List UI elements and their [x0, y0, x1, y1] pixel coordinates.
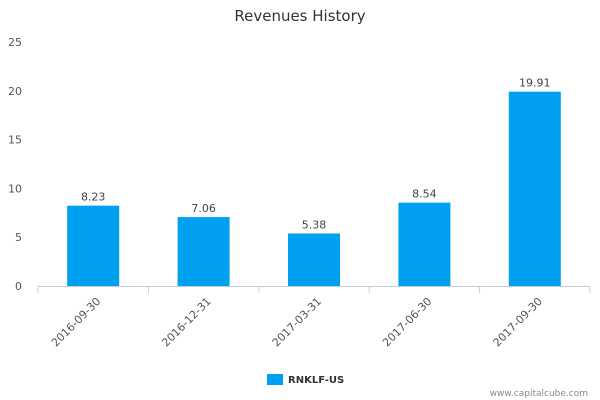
legend-swatch — [267, 374, 283, 385]
x-tick-label: 2017-09-30 — [491, 295, 545, 349]
y-tick-label: 5 — [15, 231, 22, 244]
x-tick-label: 2017-06-30 — [380, 295, 434, 349]
bar[interactable] — [67, 205, 120, 286]
legend-label: RNKLF-US — [288, 375, 344, 386]
data-labels: 8.23 7.06 5.38 8.54 19.91 — [81, 77, 551, 232]
x-tick-label: 2016-09-30 — [49, 295, 103, 349]
bar[interactable] — [508, 91, 561, 286]
data-label: 5.38 — [302, 218, 327, 231]
data-label: 8.54 — [412, 188, 437, 201]
x-axis: 2016-09-30 2016-12-31 2017-03-31 2017-06-30… — [37, 286, 591, 349]
data-label: 7.06 — [191, 202, 216, 215]
data-label: 8.23 — [81, 191, 106, 204]
y-tick-label: 20 — [8, 85, 22, 98]
bar[interactable] — [177, 217, 230, 286]
bar[interactable] — [288, 233, 340, 286]
x-tick-label: 2016-12-31 — [159, 295, 213, 349]
bar-series — [67, 91, 561, 286]
x-tick-label: 2017-03-31 — [270, 295, 324, 349]
credit-text: www.capitalcube.com — [490, 389, 588, 399]
y-tick-label: 10 — [8, 182, 22, 195]
y-tick-label: 0 — [15, 280, 22, 293]
chart-title: Revenues History — [234, 7, 365, 25]
y-tick-label: 15 — [8, 134, 22, 147]
legend[interactable]: RNKLF-US — [267, 374, 344, 386]
bar[interactable] — [398, 202, 451, 286]
y-tick-label: 25 — [8, 36, 22, 49]
data-label: 19.91 — [519, 77, 551, 90]
y-axis: 0 5 10 15 20 25 — [8, 36, 22, 293]
